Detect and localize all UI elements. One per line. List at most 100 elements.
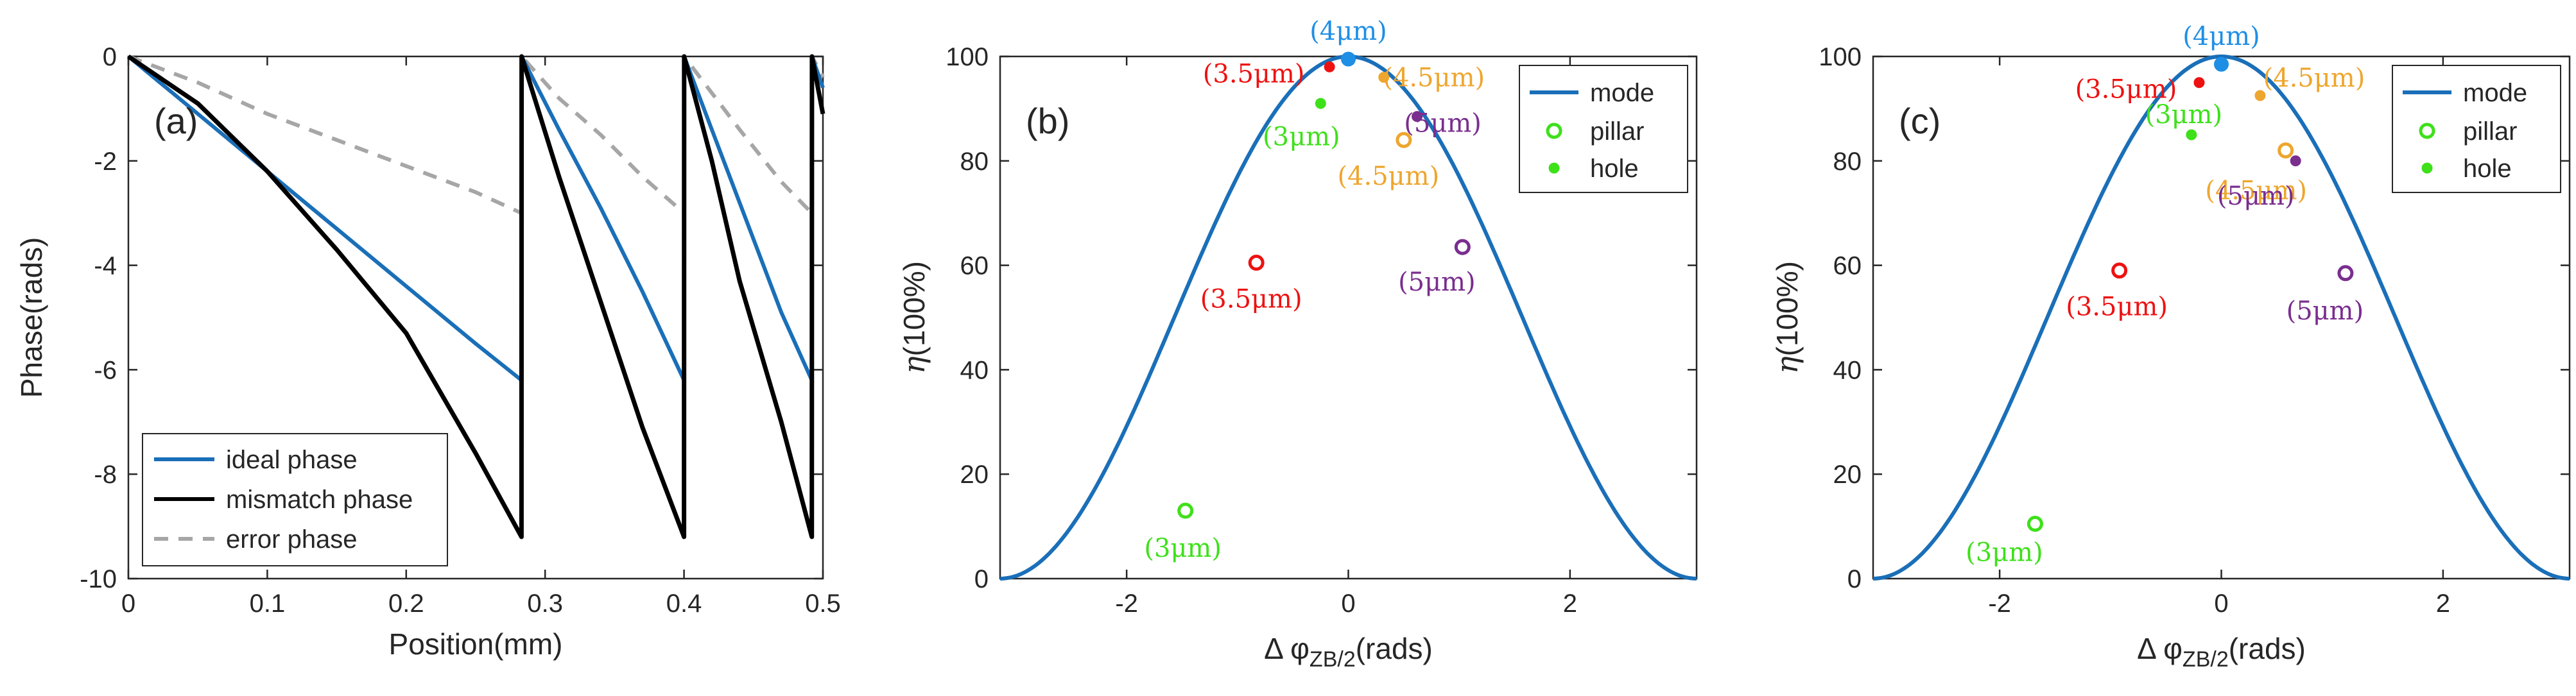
x-tick-label: 0 — [121, 590, 135, 618]
y-tick-label: 80 — [1833, 148, 1862, 176]
panel-label: (b) — [1026, 101, 1069, 141]
legend-swatch-hole — [1548, 162, 1560, 174]
chart-a: 0 0.1 0.2 0.3 0.4 0.5 -10 -8 -6 -4 -2 0 (a) Position(… — [15, 43, 841, 661]
hole-point — [1412, 111, 1423, 123]
y-axis-label-symbol: η — [897, 356, 931, 374]
y-tick-label: 80 — [960, 148, 989, 176]
x-axis-label-main: Δ φ — [1264, 632, 1310, 665]
legend-label-hole: hole — [1590, 155, 1639, 183]
hole-label: (3.5μm) — [2075, 75, 2177, 105]
pillar-label: (5μm) — [1398, 267, 1476, 297]
pillar-label: (4.5μm) — [1337, 162, 1439, 191]
y-axis-label-tail: (100%) — [897, 261, 931, 356]
y-tick-label: 20 — [960, 461, 989, 489]
y-axis-label-tail: (100%) — [1770, 261, 1804, 356]
hole-point — [2254, 90, 2266, 101]
y-tick-label: 20 — [1833, 461, 1862, 489]
chart-c: -2 0 2020406080100(4μm)(3μm)(3.5μm)(4.5μm)… — [1770, 22, 2571, 672]
y-axis-label: η(100%) — [1770, 261, 1804, 374]
x-tick-label: 2 — [1563, 590, 1577, 618]
x-axis-label-sub: ZB/2 — [1310, 647, 1356, 672]
pillar-point — [1177, 502, 1194, 519]
y-tick-label: 100 — [946, 43, 989, 71]
legend-label-mode: mode — [2463, 79, 2527, 107]
legend-swatch-hole — [2421, 162, 2433, 174]
y-tick-label: -10 — [80, 565, 117, 593]
x-axis-label-main: Δ φ — [2137, 632, 2183, 665]
pillar-label: (3.5μm) — [1200, 285, 1302, 314]
panel-label: (c) — [1899, 101, 1941, 141]
peak-point — [2214, 56, 2229, 72]
series-line-ideal-phase — [127, 55, 825, 382]
legend-label-mode: mode — [1590, 79, 1654, 107]
pillar-point — [1454, 239, 1471, 255]
legend: mode pillar hole — [1519, 65, 1688, 193]
legend-label-hole: hole — [2463, 155, 2512, 183]
hole-label: (5μm) — [2217, 182, 2295, 211]
x-tick-label: 0 — [1341, 590, 1355, 618]
hole-label: (3μm) — [2145, 100, 2223, 130]
peak-label: (4μm) — [2183, 22, 2260, 51]
hole-label: (3μm) — [1263, 122, 1340, 151]
x-tick-label: 0.3 — [527, 590, 563, 618]
y-tick-label: -2 — [94, 148, 117, 176]
y-tick-label: 0 — [103, 43, 117, 71]
y-tick-label: 60 — [960, 252, 989, 280]
plot-frame — [127, 55, 824, 580]
legend-swatch-pillar — [2419, 123, 2435, 139]
y-tick-label: -6 — [94, 356, 117, 384]
peak-label: (4μm) — [1310, 17, 1387, 46]
x-tick-label: 0.2 — [388, 590, 424, 618]
hole-label: (4.5μm) — [2263, 64, 2365, 93]
x-tick-label: 2 — [2436, 590, 2450, 618]
legend: mode pillar hole — [2392, 65, 2561, 193]
hole-label: (3.5μm) — [1203, 59, 1305, 89]
panel-label: (a) — [154, 101, 198, 141]
x-axis-label: Δ φZB/2(rads) — [2137, 632, 2306, 672]
hole-point — [2186, 129, 2197, 140]
x-tick-label: 0.4 — [666, 590, 702, 618]
y-tick-label: -4 — [94, 252, 117, 280]
y-tick-label: 40 — [960, 356, 989, 384]
hole-label: (5μm) — [1404, 109, 1482, 139]
mode-curve — [1872, 54, 2570, 581]
y-axis-label: η(100%) — [897, 261, 931, 374]
peak-point — [1341, 51, 1356, 67]
hole-point — [2290, 155, 2301, 167]
pillar-label: (3μm) — [1144, 534, 1222, 563]
pillar-point — [2111, 262, 2128, 279]
x-axis-label: Δ φZB/2(rads) — [1264, 632, 1433, 672]
series-line-mismatch-phase — [127, 54, 826, 539]
pillar-point — [2278, 142, 2294, 159]
y-axis-label: Phase(rads) — [15, 237, 48, 398]
x-axis-label-sub: ZB/2 — [2183, 647, 2229, 672]
pillar-label: (5μm) — [2286, 296, 2364, 326]
x-tick-label: 0 — [2214, 590, 2228, 618]
x-axis-label-tail: (rads) — [2229, 632, 2306, 665]
y-tick-label: -8 — [94, 461, 117, 489]
pillar-label: (3μm) — [1966, 538, 2043, 568]
pillar-point — [2027, 516, 2043, 532]
hole-label: (4.5μm) — [1383, 64, 1485, 93]
x-tick-label: -2 — [1988, 590, 2011, 618]
chart-b: -2 0 2020406080100(4μm)(3μm)(3.5μm)(4.5μm)… — [897, 17, 1698, 672]
pillar-point — [1396, 132, 1412, 148]
y-tick-label: 0 — [974, 565, 989, 593]
x-axis-label: Position(mm) — [389, 627, 563, 661]
legend-label-pillar: pillar — [2463, 117, 2517, 146]
hole-point — [2193, 77, 2205, 89]
pillar-point — [2337, 265, 2354, 282]
x-tick-label: 0.1 — [250, 590, 286, 618]
hole-point — [1324, 61, 1335, 72]
x-axis-label-tail: (rads) — [1356, 632, 1433, 665]
y-tick-label: 100 — [1819, 43, 1862, 71]
series-line-error-phase — [127, 55, 825, 216]
pillar-label: (3.5μm) — [2066, 293, 2168, 322]
x-tick-label: -2 — [1115, 590, 1138, 618]
y-tick-label: 0 — [1847, 565, 1862, 593]
hole-point — [1378, 72, 1390, 83]
y-axis-label-symbol: η — [1770, 356, 1804, 374]
y-tick-label: 40 — [1833, 356, 1862, 384]
legend-label-pillar: pillar — [1590, 117, 1644, 146]
